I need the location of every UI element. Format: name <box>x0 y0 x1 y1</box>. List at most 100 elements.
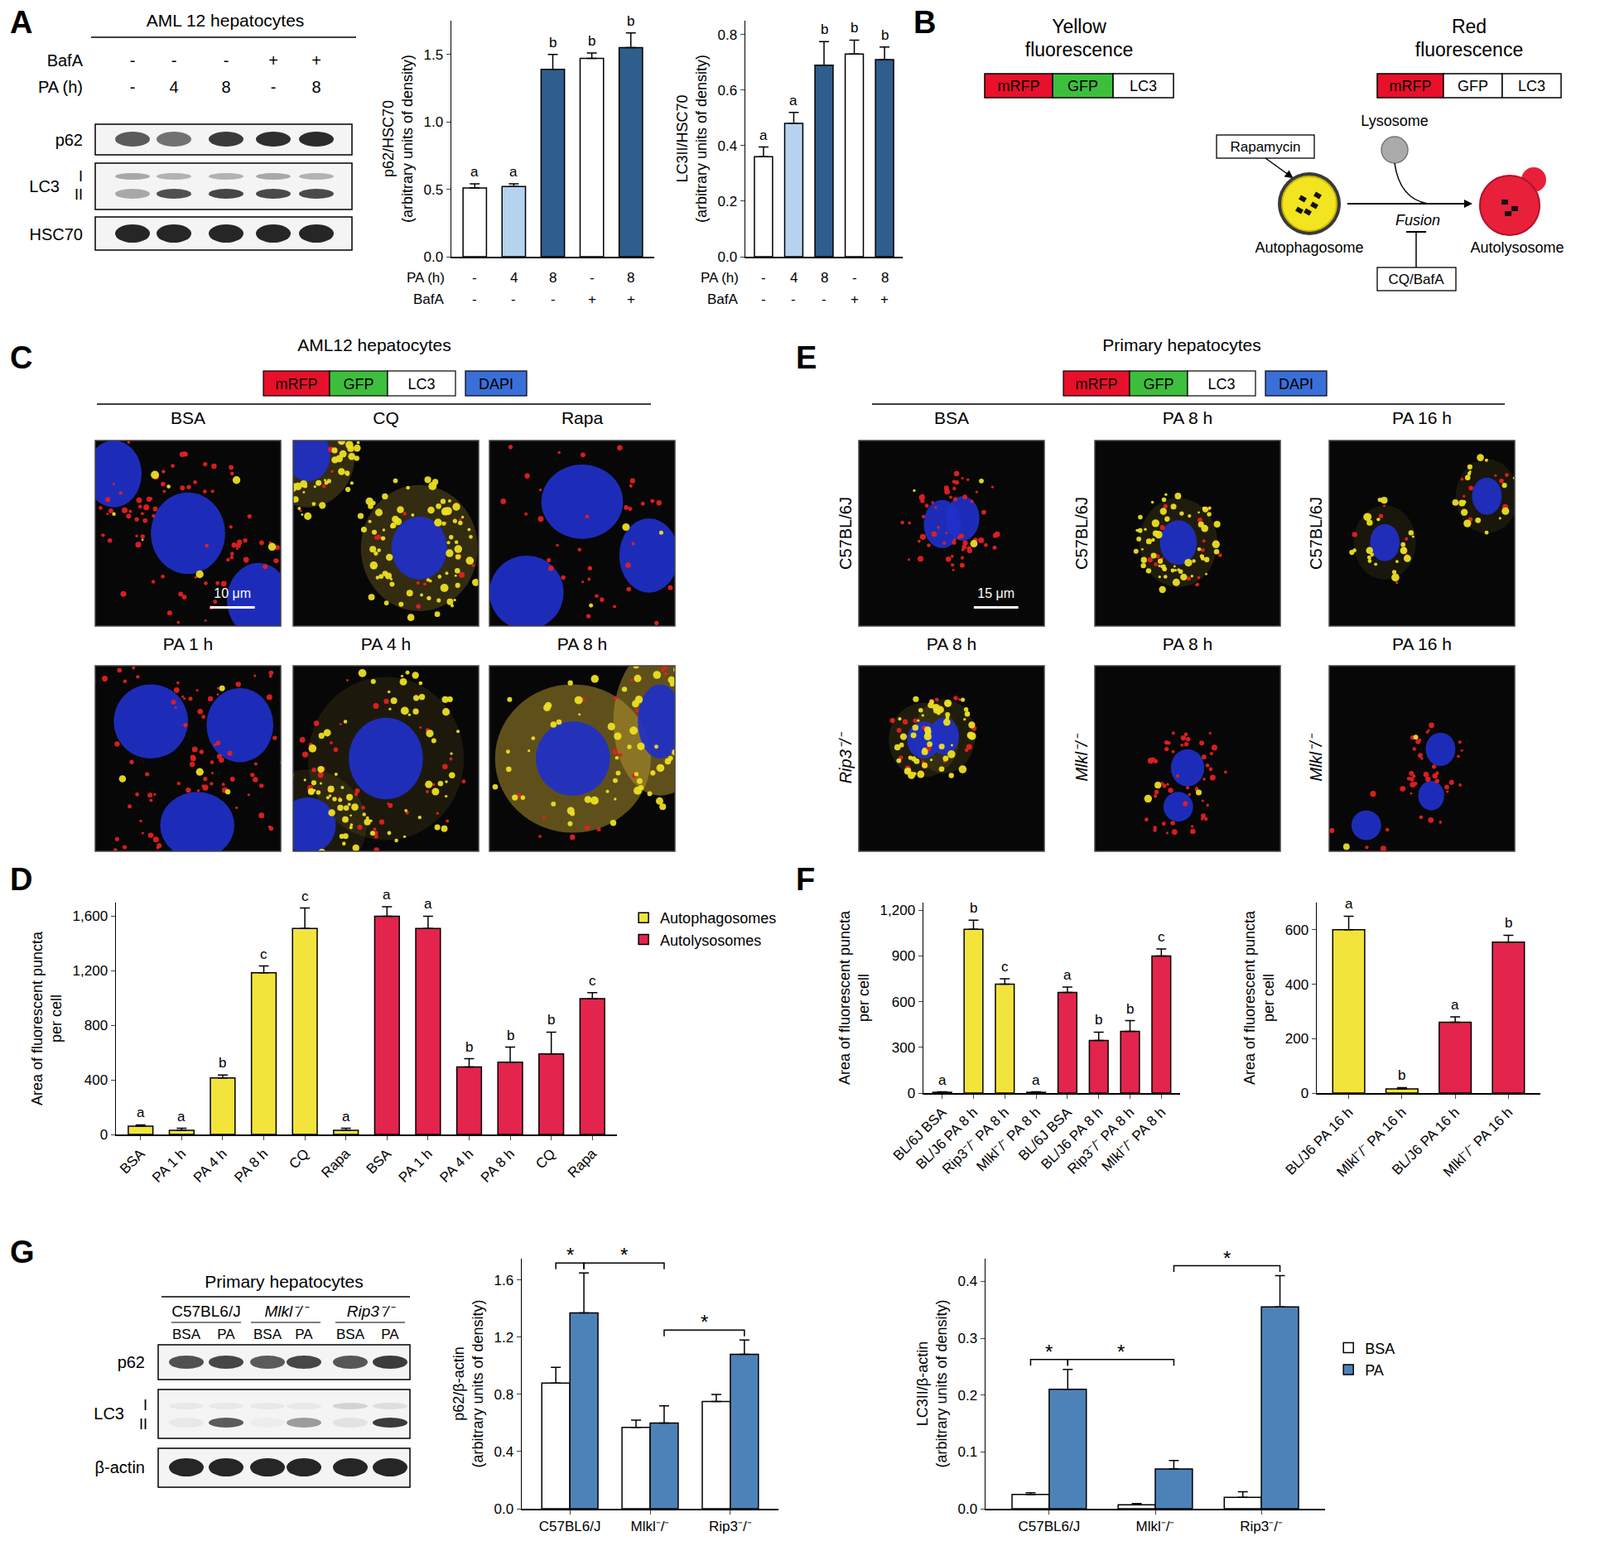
svg-text:PA 8 h: PA 8 h <box>1162 408 1213 428</box>
svg-text:b: b <box>969 900 978 916</box>
svg-text:BL/J6 PA 8 h: BL/J6 PA 8 h <box>912 1104 981 1173</box>
svg-text:c: c <box>1157 929 1166 945</box>
svg-text:a: a <box>759 127 768 144</box>
svg-text:Mlkl⁻/⁻: Mlkl⁻/⁻ <box>1136 1518 1176 1535</box>
svg-text:Area of fluorescent punctaper: Area of fluorescent punctaper cell <box>836 910 873 1085</box>
svg-text:*: * <box>1045 1340 1053 1364</box>
svg-text:BafA: BafA <box>47 51 84 70</box>
svg-text:fluorescence: fluorescence <box>1415 38 1523 61</box>
svg-text:GFP: GFP <box>1457 77 1489 95</box>
svg-text:1,600: 1,600 <box>72 908 109 925</box>
svg-text:mRFP: mRFP <box>997 77 1041 95</box>
svg-text:+: + <box>268 51 279 70</box>
svg-text:0.8: 0.8 <box>493 1387 514 1403</box>
svg-text:PA (h): PA (h) <box>406 269 445 286</box>
svg-text:AML12 hepatocytes: AML12 hepatocytes <box>297 335 452 355</box>
svg-text:a: a <box>136 1104 145 1121</box>
svg-text:c: c <box>1001 959 1009 975</box>
svg-text:C: C <box>9 340 33 376</box>
svg-text:Autophagosome: Autophagosome <box>1254 239 1364 256</box>
svg-text:BL/6J BSA: BL/6J BSA <box>1015 1103 1075 1164</box>
svg-text:400: 400 <box>1285 977 1309 993</box>
svg-text:PA 4 h: PA 4 h <box>190 1146 231 1186</box>
svg-text:PA: PA <box>1364 1362 1384 1379</box>
svg-text:a: a <box>789 92 798 109</box>
svg-text:PA: PA <box>380 1326 400 1343</box>
svg-text:G: G <box>9 1234 35 1270</box>
svg-text:DAPI: DAPI <box>478 375 514 393</box>
svg-text:8: 8 <box>549 269 557 286</box>
svg-text:Mlkl⁻/⁻: Mlkl⁻/⁻ <box>1072 732 1091 781</box>
svg-text:c: c <box>588 973 597 989</box>
svg-text:c: c <box>301 888 309 905</box>
svg-text:Mlkl⁻/⁻: Mlkl⁻/⁻ <box>631 1518 670 1535</box>
svg-text:PA 8 h: PA 8 h <box>926 634 977 654</box>
svg-text:b: b <box>1504 915 1513 931</box>
svg-text:1,200: 1,200 <box>72 963 109 979</box>
svg-text:0: 0 <box>1301 1085 1309 1102</box>
svg-text:BSA: BSA <box>170 408 206 428</box>
svg-text:-: - <box>550 291 556 308</box>
svg-text:PA 8 h: PA 8 h <box>231 1146 271 1186</box>
svg-text:Primary hepatocytes: Primary hepatocytes <box>1102 335 1261 355</box>
svg-text:BL/J6 PA 16 h: BL/J6 PA 16 h <box>1388 1104 1463 1179</box>
svg-text:-: - <box>472 269 478 286</box>
svg-text:PA 1 h: PA 1 h <box>163 634 213 654</box>
svg-text:0: 0 <box>907 1085 916 1102</box>
svg-text:BafA: BafA <box>707 291 739 308</box>
svg-text:10 μm: 10 μm <box>213 586 251 601</box>
svg-text:I: I <box>78 168 83 185</box>
svg-text:Mlkl⁻/⁻ PA 16 h: Mlkl⁻/⁻ PA 16 h <box>1334 1104 1410 1181</box>
svg-text:0.0: 0.0 <box>423 249 444 266</box>
svg-text:F: F <box>795 862 815 897</box>
svg-text:600: 600 <box>891 994 916 1011</box>
svg-text:0.6: 0.6 <box>717 82 738 99</box>
svg-text:b: b <box>547 1012 555 1028</box>
svg-text:-: - <box>472 291 478 308</box>
svg-text:II: II <box>139 1416 148 1433</box>
svg-text:-: - <box>589 269 595 286</box>
svg-text:b: b <box>1094 1012 1103 1028</box>
svg-text:0.2: 0.2 <box>717 193 738 210</box>
svg-text:p62: p62 <box>55 130 83 150</box>
svg-text:*: * <box>620 1243 628 1267</box>
svg-text:1,200: 1,200 <box>880 902 916 919</box>
svg-text:-: - <box>510 291 516 308</box>
svg-text:a: a <box>177 1108 186 1125</box>
svg-text:0.0: 0.0 <box>957 1501 978 1518</box>
svg-text:GFP: GFP <box>1142 375 1174 393</box>
svg-text:600: 600 <box>1285 922 1309 939</box>
svg-text:Mlkl⁻/⁻: Mlkl⁻/⁻ <box>264 1302 309 1321</box>
svg-text:Autolysosome: Autolysosome <box>1469 239 1564 256</box>
svg-text:b: b <box>850 19 858 36</box>
svg-text:0.2: 0.2 <box>957 1387 978 1404</box>
svg-text:Red: Red <box>1451 15 1487 38</box>
svg-text:c: c <box>260 946 268 963</box>
svg-text:BSA: BSA <box>116 1145 149 1177</box>
svg-text:mRFP: mRFP <box>275 375 319 393</box>
svg-text:0.4: 0.4 <box>957 1273 978 1290</box>
svg-text:+: + <box>587 291 597 308</box>
svg-text:C57BL/6J: C57BL/6J <box>1072 496 1091 570</box>
svg-text:Mlkl⁻/⁻ PA 8 h: Mlkl⁻/⁻ PA 8 h <box>1098 1104 1169 1175</box>
svg-text:BSA: BSA <box>1364 1340 1395 1358</box>
svg-text:Primary hepatocytes: Primary hepatocytes <box>204 1272 363 1292</box>
svg-text:PA 8 h: PA 8 h <box>1162 634 1213 654</box>
svg-text:PA (h): PA (h) <box>700 269 739 286</box>
svg-text:BSA: BSA <box>172 1326 202 1343</box>
svg-text:b: b <box>465 1039 473 1056</box>
svg-text:+: + <box>850 291 859 308</box>
svg-text:C57BL6/J: C57BL6/J <box>1018 1518 1081 1535</box>
svg-text:Fusion: Fusion <box>1395 212 1441 229</box>
svg-text:Autophagosomes: Autophagosomes <box>660 910 776 927</box>
svg-text:a: a <box>1031 1072 1041 1089</box>
svg-text:PA 4 h: PA 4 h <box>361 634 411 654</box>
svg-text:PA: PA <box>216 1326 236 1343</box>
svg-text:Rip3⁻/⁻: Rip3⁻/⁻ <box>708 1518 752 1535</box>
svg-text:*: * <box>1117 1340 1125 1364</box>
svg-text:0.4: 0.4 <box>493 1444 514 1461</box>
svg-text:A: A <box>9 4 33 40</box>
svg-text:-: - <box>270 77 277 97</box>
svg-text:b: b <box>881 27 889 44</box>
svg-text:Rapa: Rapa <box>318 1145 354 1181</box>
